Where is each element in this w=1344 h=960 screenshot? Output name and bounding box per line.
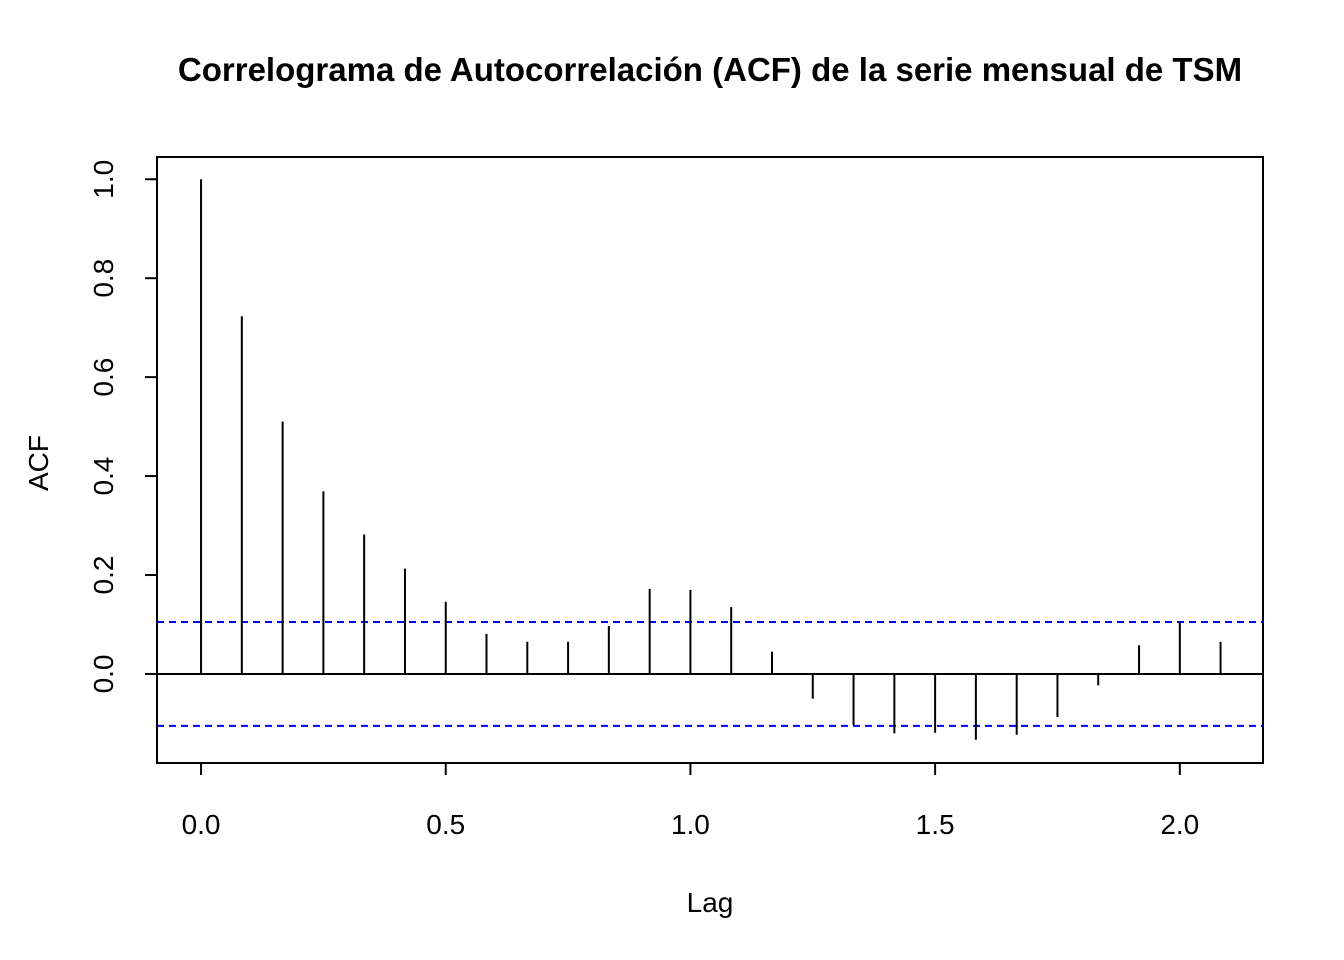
chart-title: Correlograma de Autocorrelación (ACF) de… [178,51,1242,88]
y-tick-label: 0.0 [88,654,119,693]
y-tick-label: 0.8 [88,259,119,298]
y-tick-label: 1.0 [88,160,119,199]
x-tick-label: 1.5 [916,809,955,840]
y-axis: 0.0 0.2 0.4 0.6 0.8 1.0 [88,160,158,693]
x-tick-label: 0.0 [182,809,221,840]
x-tick-label: 2.0 [1160,809,1199,840]
y-tick-label: 0.4 [88,457,119,496]
x-tick-label: 0.5 [426,809,465,840]
y-axis-label: ACF [23,435,54,491]
confidence-bands [157,621,1263,727]
x-tick-label: 1.0 [671,809,710,840]
x-axis-label: Lag [687,887,734,918]
y-tick-label: 0.2 [88,556,119,595]
x-axis: 0.0 0.5 1.0 1.5 2.0 [182,762,1199,840]
acf-stems [200,179,1222,740]
y-tick-label: 0.6 [88,358,119,397]
